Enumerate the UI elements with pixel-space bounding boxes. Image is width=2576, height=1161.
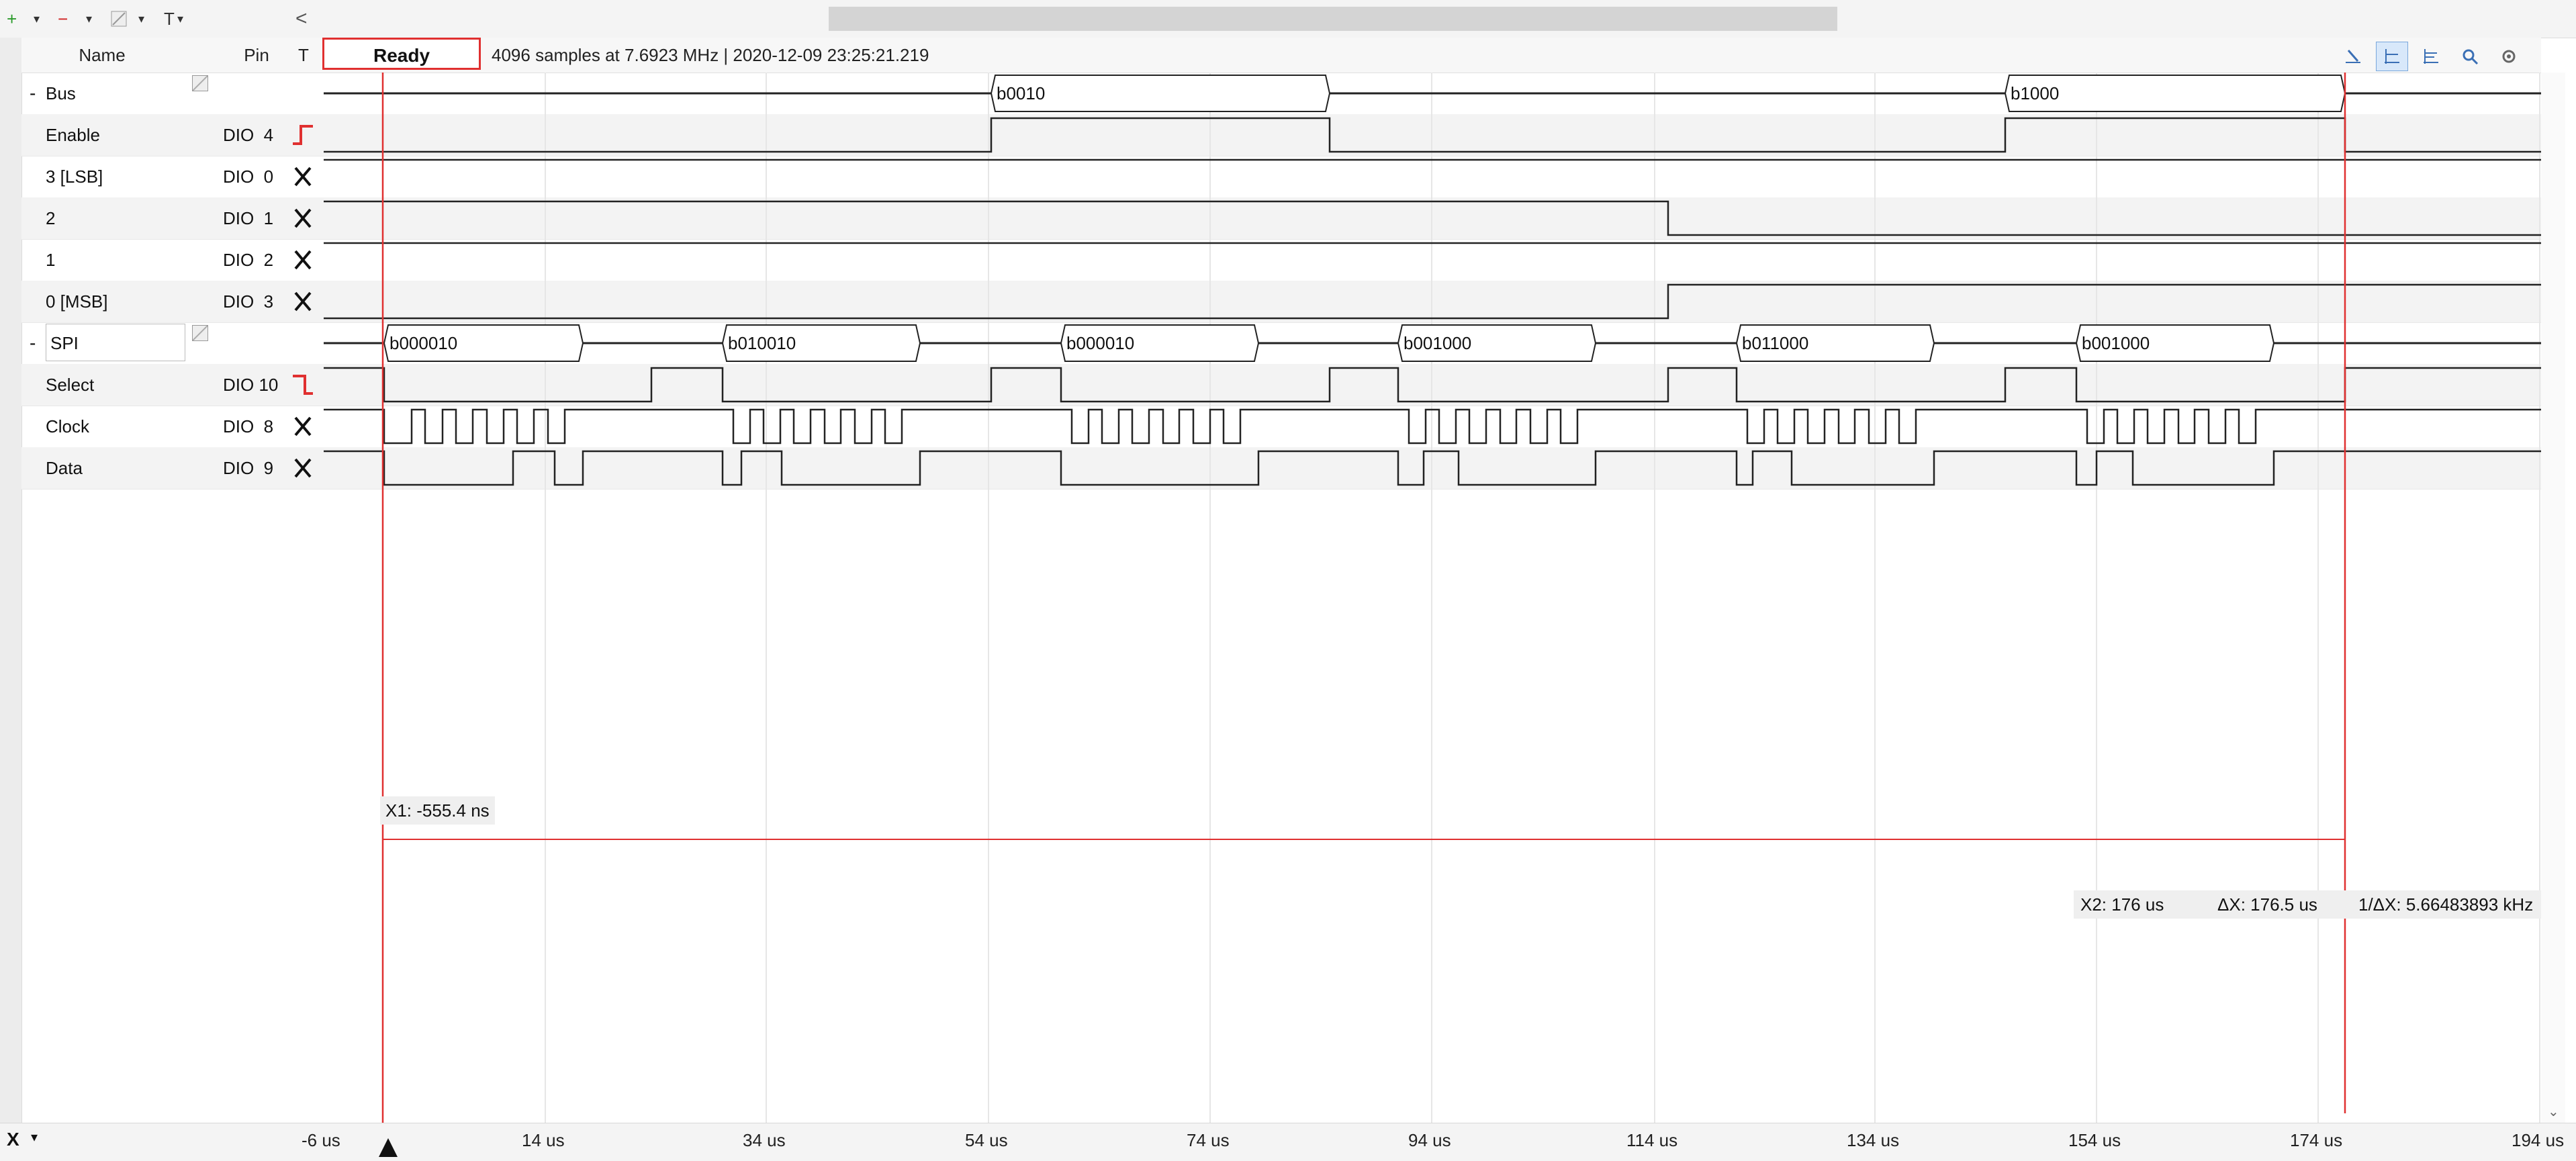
bus-value-label: b0010	[997, 83, 1045, 103]
cursor-icon[interactable]	[2337, 42, 2369, 71]
time-tick-label: -6 us	[302, 1130, 340, 1150]
left-gutter	[0, 38, 22, 1123]
cursor-frequency-label: 1/ΔX: 5.66483893 kHz	[2358, 894, 2534, 915]
signal-trace	[324, 450, 2541, 486]
bus-settings-icon[interactable]	[192, 75, 208, 91]
scroll-down-icon[interactable]: ⌄	[2548, 1105, 2559, 1119]
channel-name: Data	[46, 458, 83, 478]
remove-channel-button[interactable]: −	[58, 9, 68, 29]
cursor-xy-icon[interactable]	[2415, 42, 2447, 71]
zoom-icon[interactable]	[2454, 42, 2486, 71]
time-axis: X ▾ -6 us 14 us 34 us 54 us 74 us 94 us 114 us…	[0, 1123, 2576, 1161]
signal-trace	[324, 200, 2541, 236]
cursor-x-icon[interactable]	[2376, 42, 2408, 71]
settings-icon[interactable]	[2493, 42, 2525, 71]
view-tools	[2337, 42, 2525, 71]
time-tick-label: 154 us	[2068, 1130, 2121, 1150]
column-header-row: Name Pin T Ready 4096 samples at 7.6923 …	[21, 38, 2541, 73]
trigger-rising-icon[interactable]	[291, 124, 314, 146]
collapse-bus-button[interactable]: -	[30, 83, 36, 103]
channel-name: 0 [MSB]	[46, 291, 108, 312]
channel-name: 3 [LSB]	[46, 167, 103, 187]
channel-name: Select	[46, 375, 95, 395]
bus-value-label: b001000	[1404, 333, 1471, 353]
trigger-none-icon[interactable]	[291, 207, 314, 230]
channel-row[interactable]: Enable DIO 4	[21, 114, 2541, 156]
trigger-marker-icon[interactable]	[377, 1137, 399, 1158]
time-tick-label: 54 us	[965, 1130, 1008, 1150]
trigger-column-header: T	[298, 45, 309, 65]
channel-name: 2	[46, 208, 56, 228]
scroll-thumb[interactable]	[829, 7, 1837, 31]
bus-settings-icon[interactable]	[192, 325, 208, 341]
channel-pin: DIO 0	[223, 167, 274, 187]
bus-value-label: b010010	[728, 333, 796, 353]
chevron-down-icon[interactable]: ▾	[31, 1130, 38, 1145]
bus-value-label: b000010	[389, 333, 457, 353]
name-column-header: Name	[79, 45, 126, 65]
channel-name: Clock	[46, 416, 90, 436]
time-tick-label: 94 us	[1408, 1130, 1451, 1150]
time-tick-label: 34 us	[743, 1130, 786, 1150]
toolbar: + ▾ − ▾ ▾ T ▾ <	[0, 0, 2576, 38]
channel-pin: DIO 4	[223, 125, 274, 145]
signal-trace	[324, 283, 2541, 320]
bus-value-label: b001000	[2082, 333, 2150, 353]
vertical-scrollbar[interactable]: ⌄	[2541, 73, 2565, 1123]
collapse-panel-button[interactable]: <	[295, 7, 308, 30]
channel-pin: DIO 3	[223, 291, 274, 312]
time-tick-label: 14 us	[522, 1130, 565, 1150]
cursor-measurements: X2: 176 us ΔX: 176.5 us 1/ΔX: 5.66483893…	[2074, 890, 2544, 919]
time-tick-label: 74 us	[1187, 1130, 1230, 1150]
add-channel-button[interactable]: +	[7, 9, 17, 29]
cursor-delta-label: ΔX: 176.5 us	[2217, 894, 2317, 915]
time-tick-label: 134 us	[1847, 1130, 1900, 1150]
channel-name: 1	[46, 250, 56, 270]
channel-name: Enable	[46, 125, 100, 145]
cursor-x1-label: X1: -555.4 ns	[380, 796, 495, 825]
trigger-none-icon[interactable]	[291, 415, 314, 438]
signal-trace	[324, 367, 2541, 403]
collapse-bus-button[interactable]: -	[30, 332, 36, 353]
bus-value-label: b000010	[1066, 333, 1134, 353]
trigger-falling-icon[interactable]	[291, 373, 314, 396]
channel-name[interactable]: SPI	[46, 324, 185, 361]
channel-row[interactable]: 2 DIO 1	[21, 197, 2541, 240]
chevron-down-icon[interactable]: ▾	[177, 12, 184, 26]
chevron-down-icon[interactable]: ▾	[138, 12, 145, 26]
channel-row[interactable]: 0 [MSB] DIO 3	[21, 281, 2541, 323]
channel-pin: DIO 2	[223, 250, 274, 270]
channel-row[interactable]: Data DIO 9	[21, 447, 2541, 490]
trigger-none-icon[interactable]	[291, 248, 314, 271]
channel-pin: DIO 10	[223, 375, 279, 395]
x-axis-button[interactable]: X	[7, 1129, 19, 1150]
channel-settings-icon[interactable]	[110, 5, 128, 32]
chevron-down-icon[interactable]: ▾	[86, 12, 93, 26]
trigger-none-icon[interactable]	[291, 290, 314, 313]
channel-row[interactable]: Select DIO 10	[21, 364, 2541, 406]
trigger-menu-button[interactable]: T	[164, 9, 175, 29]
cursor-x2-label: X2: 176 us	[2080, 894, 2164, 915]
time-tick-label: 174 us	[2290, 1130, 2343, 1150]
time-tick-label: 194 us	[2512, 1130, 2565, 1150]
bus-value-label: b011000	[1742, 333, 1808, 353]
channel-pin: DIO 8	[223, 416, 274, 436]
signal-trace	[324, 408, 2541, 445]
waveform-area[interactable]: b0010 b1000 b000010 b010010 b000010 b001000 b0…	[324, 73, 2541, 1123]
channel-pin: DIO 9	[223, 458, 274, 478]
run-status-button[interactable]: Ready	[322, 38, 481, 70]
channel-name: Bus	[46, 83, 76, 103]
trigger-none-icon[interactable]	[291, 457, 314, 479]
chevron-down-icon[interactable]: ▾	[34, 12, 40, 26]
trigger-none-icon[interactable]	[291, 165, 314, 188]
time-tick-label: 114 us	[1626, 1130, 1678, 1150]
pin-column-header: Pin	[244, 45, 269, 65]
bus-value-label: b1000	[2011, 83, 2059, 103]
channel-pin: DIO 1	[223, 208, 274, 228]
acquisition-info: 4096 samples at 7.6923 MHz | 2020-12-09 …	[492, 45, 929, 65]
